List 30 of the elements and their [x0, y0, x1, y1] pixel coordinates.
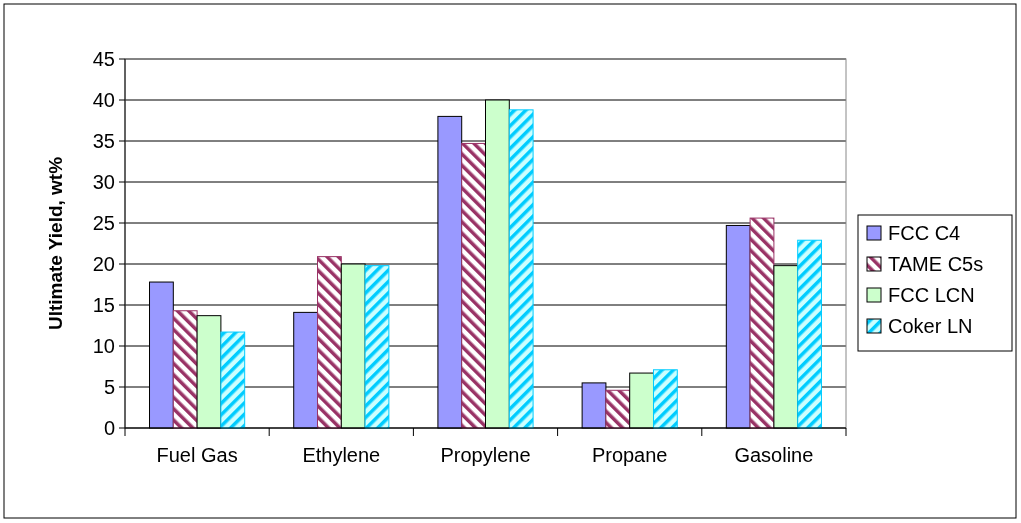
bar	[461, 142, 486, 429]
x-tick-label: Fuel Gas	[156, 444, 238, 466]
bar	[364, 265, 390, 429]
y-tick-label: 25	[92, 212, 115, 234]
y-tick-label: 30	[92, 171, 115, 193]
x-tick-label: Gasoline	[734, 444, 814, 466]
x-tick-label: Propane	[591, 444, 668, 466]
y-tick-label: 10	[92, 335, 115, 357]
legend-label: FCC LCN	[888, 284, 975, 306]
bar	[508, 109, 534, 429]
legend-label: Coker LN	[888, 315, 973, 337]
y-tick-label: 15	[92, 294, 115, 316]
y-tick-label: 20	[92, 253, 115, 275]
bar	[605, 389, 631, 429]
y-tick-label: 5	[103, 376, 115, 398]
bar	[749, 217, 775, 429]
bar	[317, 256, 342, 429]
y-tick-label: 45	[92, 48, 115, 70]
legend-label: FCC C4	[888, 222, 961, 244]
y-tick-label: 35	[92, 130, 115, 152]
bar	[220, 331, 246, 429]
y-tick-label: 40	[92, 89, 115, 111]
bar	[797, 239, 822, 429]
x-tick-label: Propylene	[440, 444, 531, 466]
legend-label: TAME C5s	[888, 253, 984, 275]
bar	[652, 369, 678, 429]
y-tick-label: 0	[103, 417, 115, 439]
bar	[172, 310, 198, 429]
x-tick-label: Ethylene	[302, 444, 381, 466]
y-axis-title: Ultimate Yield, wt%	[45, 156, 66, 331]
